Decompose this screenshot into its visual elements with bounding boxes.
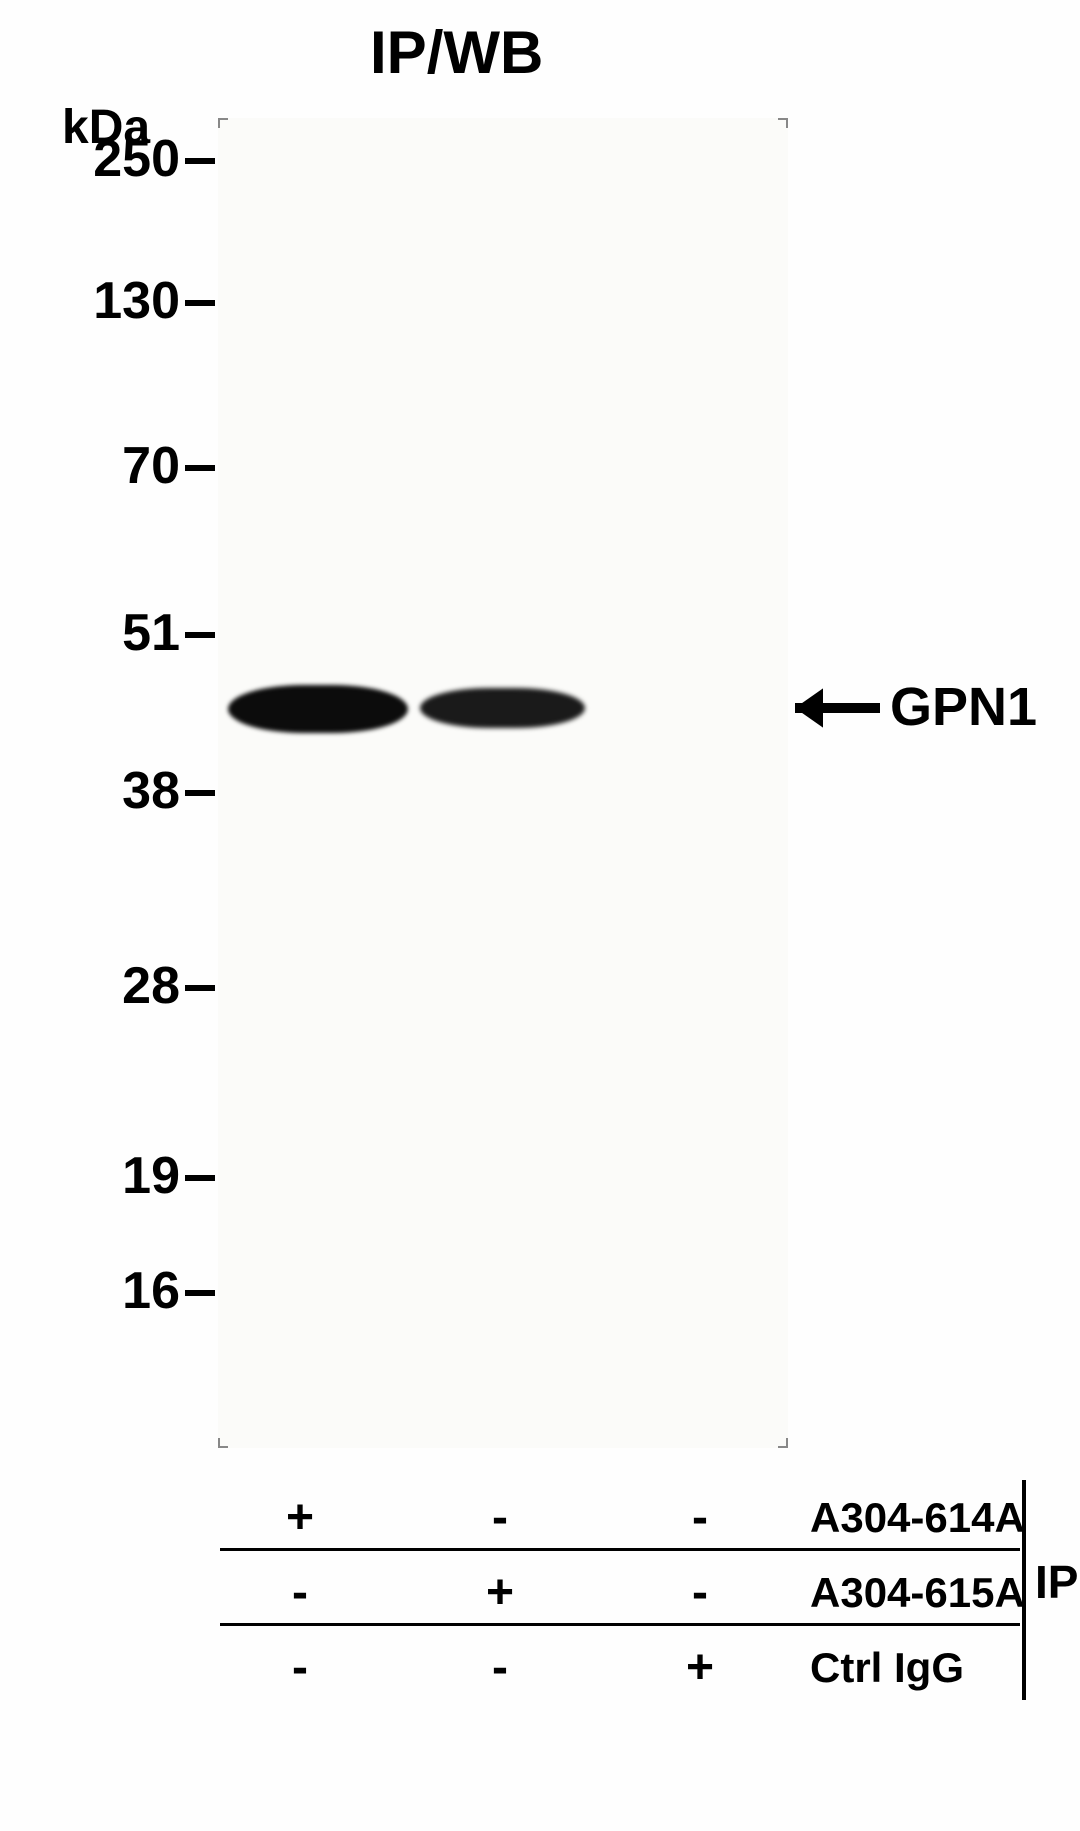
lane-row-divider (220, 1623, 1020, 1626)
ip-antibody-label: Ctrl IgG (810, 1644, 964, 1692)
ip-antibody-label: A304-614A (810, 1494, 1025, 1542)
lane-mark: - (280, 1640, 320, 1695)
lane-mark: - (680, 1565, 720, 1620)
lane-mark: - (280, 1565, 320, 1620)
ip-group-label: IP (1035, 1555, 1078, 1609)
lane-mark: - (680, 1490, 720, 1545)
lane-mark: + (280, 1490, 320, 1545)
ip-group-divider (1022, 1480, 1026, 1700)
lane-mark: + (680, 1640, 720, 1695)
lane-row-divider (220, 1548, 1020, 1551)
target-arrow-icon (0, 0, 1080, 1831)
lane-mark: - (480, 1640, 520, 1695)
figure-container: IP/WB kDa 250130705138281916 GPN1 +--A30… (0, 0, 1080, 1831)
ip-antibody-label: A304-615A (810, 1569, 1025, 1617)
lane-mark: - (480, 1490, 520, 1545)
lane-mark: + (480, 1565, 520, 1620)
target-protein-label: GPN1 (890, 676, 1037, 738)
